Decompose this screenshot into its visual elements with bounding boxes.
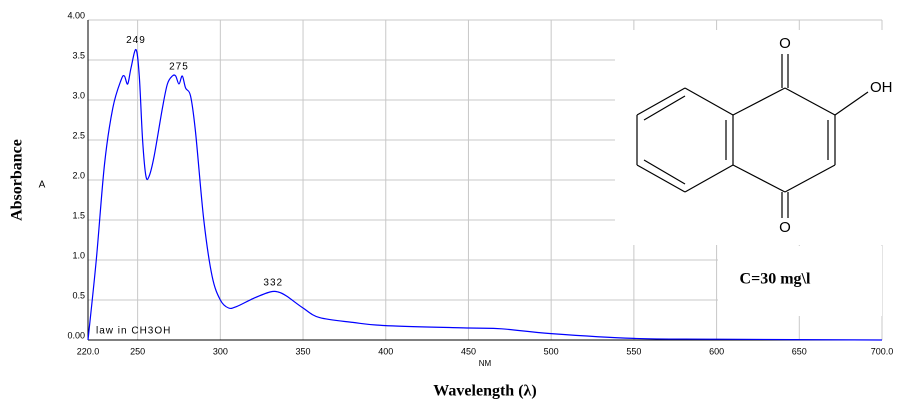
y-tick-label: 3.5 [72,50,85,60]
x-tick-label: 500 [544,346,559,356]
atom-label: OH [870,79,893,96]
molecule: O O OH [615,30,905,245]
x-tick-label: 350 [296,346,311,356]
x-tick-label: 700.0 [871,346,894,356]
atom-label: O [779,35,791,52]
bond [684,87,734,116]
y-tick-label: 1.0 [72,250,85,260]
bond [636,164,686,193]
y-tick-label: 0.00 [67,330,85,340]
bond [732,87,786,116]
x-unit: NM [479,359,492,368]
note: law in CH3OH [96,326,171,337]
x-tick-label: 220.0 [77,346,100,356]
spectrum-line [87,48,883,341]
bond [784,87,836,116]
y-tick-label: 2.0 [72,170,85,180]
y-axis-label: Absorbance [9,139,26,221]
peak-label: 249 [126,35,146,46]
y-tick-label: 1.5 [72,210,85,220]
box [718,246,882,316]
x-tick-label: 550 [626,346,641,356]
peak-label: 332 [263,278,283,289]
bond [684,164,734,193]
x-tick-label: 450 [461,346,476,356]
y-tick-label: 3.0 [72,90,85,100]
x-tick-label: 600 [709,346,724,356]
x-tick-label: 400 [378,346,393,356]
bond [643,159,686,185]
x-tick-label: 300 [213,346,228,356]
x-tick-label: 650 [792,346,807,356]
bond [784,164,836,193]
bond [834,91,869,116]
x-axis-label: Wavelength (λ) [433,383,536,400]
peak-label: 275 [169,62,189,73]
atom-label: O [779,219,791,236]
box-text: C=30 mg\l [740,271,811,288]
bond [732,164,786,193]
y-tick-label: 4.00 [67,10,85,20]
bond [636,87,686,116]
molecule-bg [615,30,905,245]
bond [643,95,686,121]
y-unit: A [39,180,46,191]
y-tick-label: 0.5 [72,290,85,300]
y-tick-label: 2.5 [72,130,85,140]
x-tick-label: 250 [130,346,145,356]
